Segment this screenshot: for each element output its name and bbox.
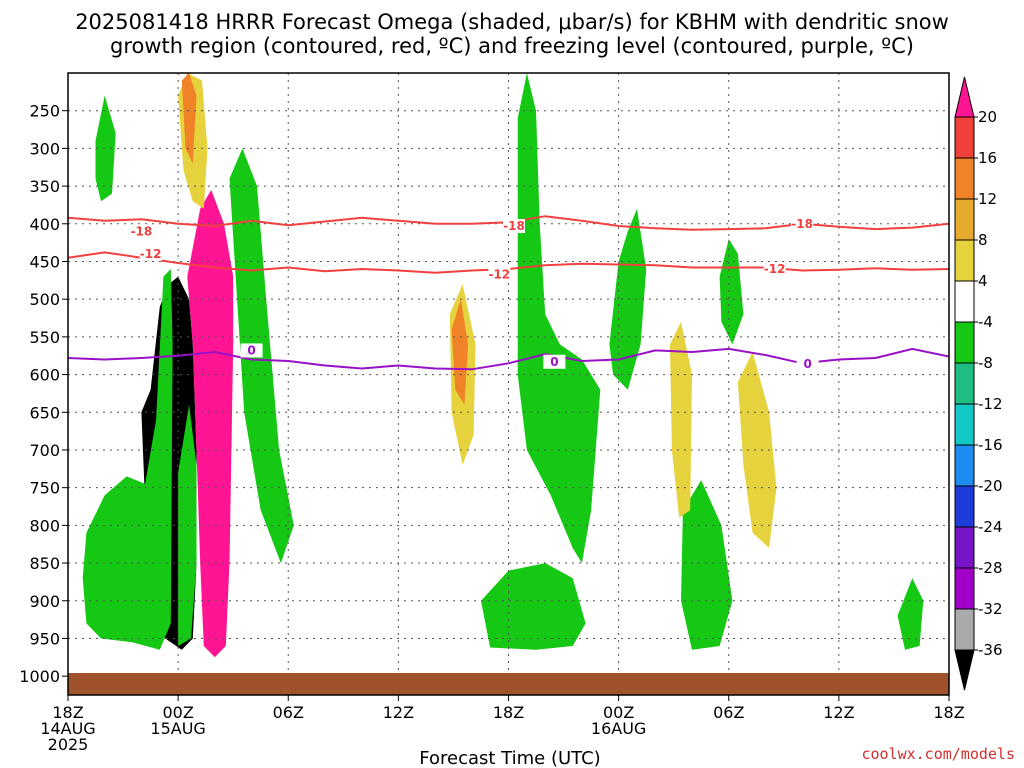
colorbar-swatch-bottom [954, 649, 975, 691]
y-tick-label: 750 [29, 479, 60, 498]
omega-region-green-6 [719, 238, 744, 345]
y-tick-label: 700 [29, 441, 60, 460]
contour-label: 0 [247, 343, 255, 357]
y-tick-label: 800 [29, 516, 60, 535]
contour-label-bg [543, 354, 566, 369]
contour-label-bg [791, 216, 814, 231]
x-tick-label: 15AUG [150, 719, 205, 738]
x-tick-label: 12Z [823, 703, 854, 722]
omega-region-green-8 [897, 578, 924, 650]
colorbar-label: 4 [978, 272, 988, 290]
contour-label: -12 [140, 247, 162, 261]
x-tick-label: 18Z [52, 703, 83, 722]
x-tick-label: 18Z [933, 703, 964, 722]
contour-label-bg [796, 357, 819, 372]
colorbar-swatch [954, 157, 975, 200]
colorbar-label: 16 [978, 149, 997, 167]
colorbar-label: 20 [978, 108, 997, 126]
omega-region-pink [187, 189, 234, 658]
contour-label: -12 [764, 262, 786, 276]
colorbar-swatch [954, 567, 975, 610]
y-tick-label: 1000 [19, 667, 60, 686]
credit-text: coolwx.com/models [861, 745, 1015, 763]
omega-region-green-4 [481, 563, 586, 650]
y-tick-label: 900 [29, 592, 60, 611]
omega-region-green-5 [609, 208, 647, 390]
x-tick-label: 2025 [48, 735, 89, 754]
contour-label: -18 [503, 219, 525, 233]
y-tick-label: 500 [29, 290, 60, 309]
y-tick-label: 350 [29, 177, 60, 196]
y-tick-label: 400 [29, 215, 60, 234]
omega-region-green-1 [95, 95, 116, 202]
colorbar-label: -28 [978, 559, 1003, 577]
y-axis-ticks: 250 300 350 400 450 500 550 600 650 700 750 800 850 9… [19, 102, 68, 686]
colorbar-swatch [954, 198, 975, 241]
y-tick-label: 950 [29, 629, 60, 648]
colorbar-swatch [954, 526, 975, 569]
colorbar-swatch [954, 403, 975, 446]
contour-label: 0 [803, 357, 811, 371]
colorbar-swatch [954, 608, 975, 651]
contour-label: -18 [791, 217, 813, 231]
contour-label: -12 [488, 267, 510, 281]
omega-region-yellow-4 [670, 321, 692, 518]
y-tick-label: 650 [29, 403, 60, 422]
x-axis-label: Forecast Time (UTC) [419, 748, 600, 768]
omega-region-orange-1 [451, 299, 469, 405]
y-tick-label: 450 [29, 252, 60, 271]
omega-region-green-10 [82, 269, 173, 650]
colorbar: 20 16 12 8 4 -4 -8 -12 -16 -20 -24 -28 -32 -36 [954, 76, 1003, 691]
colorbar-label: -24 [978, 518, 1003, 536]
colorbar-label: -32 [978, 600, 1003, 618]
contour-label-bg [139, 246, 162, 261]
contour-label: -18 [131, 224, 153, 238]
ground-bar [68, 673, 949, 695]
colorbar-swatch [954, 116, 975, 159]
contour-label-bg [488, 267, 511, 282]
x-tick-label: 14AUG [40, 719, 95, 738]
contour-label: 0 [550, 355, 558, 369]
x-tick-label: 18Z [493, 703, 524, 722]
x-tick-label: 00Z [162, 703, 193, 722]
contour-label-bg [240, 343, 263, 358]
colorbar-swatch-top [954, 76, 975, 118]
colorbar-label: -4 [978, 313, 993, 331]
x-tick-label: 06Z [273, 703, 304, 722]
y-tick-label: 550 [29, 328, 60, 347]
colorbar-label: -20 [978, 477, 1003, 495]
omega-region-yellow-3 [737, 352, 777, 548]
colorbar-label: -8 [978, 354, 993, 372]
contour-label-bg [763, 262, 786, 277]
x-tick-label: 06Z [713, 703, 744, 722]
colorbar-label: -36 [978, 641, 1003, 659]
x-tick-label: 16AUG [591, 719, 646, 738]
omega-region-green-7 [681, 480, 733, 650]
colorbar-swatch [954, 444, 975, 487]
x-tick-label: 00Z [603, 703, 634, 722]
colorbar-label: -16 [978, 436, 1003, 454]
chart-title-line1: 2025081418 HRRR Forecast Omega (shaded, … [75, 10, 949, 34]
colorbar-label: -12 [978, 395, 1003, 413]
omega-region-orange-2 [181, 73, 197, 164]
colorbar-swatch [954, 485, 975, 528]
chart-title-line2: growth region (contoured, red, ºC) and f… [110, 34, 914, 58]
colorbar-swatch [954, 321, 975, 364]
x-tick-label: 12Z [383, 703, 414, 722]
plot-area: -18 -18 -18 -12 -12 -12 0 0 0 [67, 72, 950, 696]
contour-label-bg [503, 219, 526, 234]
omega-region-green-3 [517, 73, 601, 564]
y-tick-label: 250 [29, 102, 60, 121]
colorbar-swatch [954, 239, 975, 282]
colorbar-swatch [954, 362, 975, 405]
colorbar-swatch [954, 280, 975, 323]
colorbar-label: 12 [978, 190, 997, 208]
contour-label-bg [130, 224, 153, 239]
colorbar-label: 8 [978, 231, 988, 249]
y-tick-label: 300 [29, 139, 60, 158]
y-tick-label: 850 [29, 554, 60, 573]
y-tick-label: 600 [29, 366, 60, 385]
